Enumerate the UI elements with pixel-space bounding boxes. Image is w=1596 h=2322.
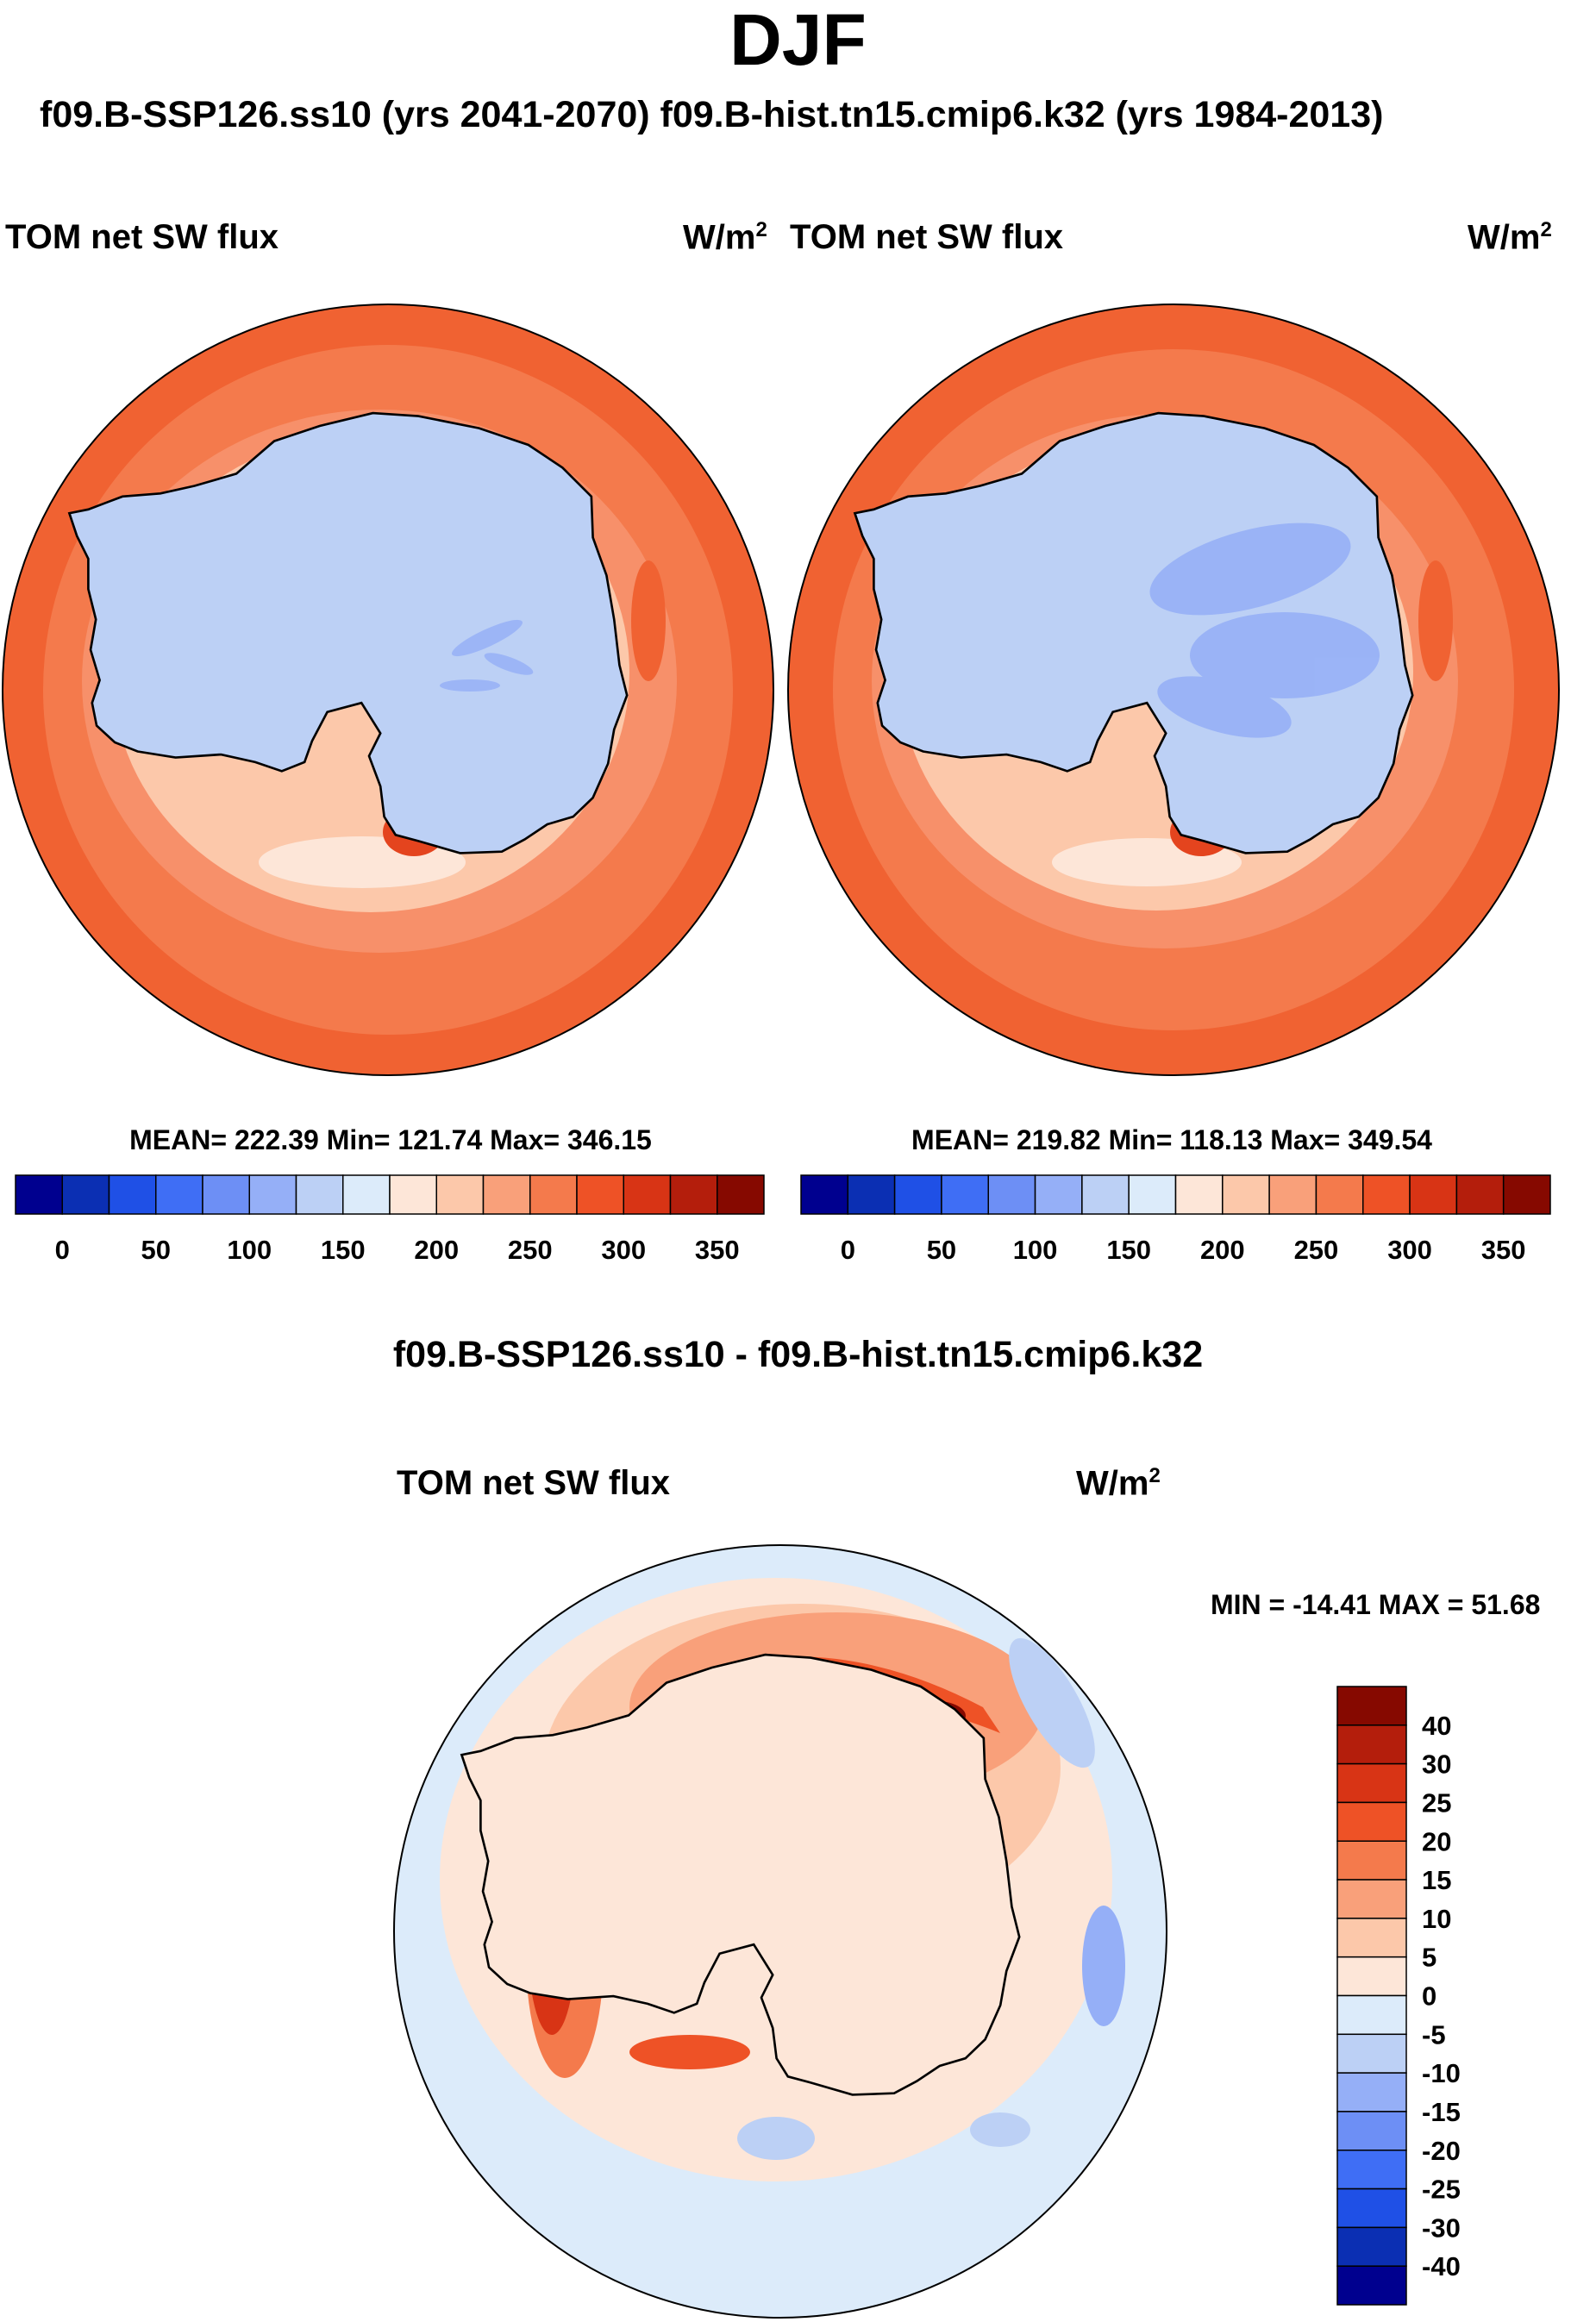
colorbar-tick-label: -10 — [1422, 2058, 1461, 2088]
colorbar-tick-label: -5 — [1422, 2019, 1446, 2050]
colorbar-tick-label: 50 — [141, 1235, 171, 1265]
colorbar-swatch — [847, 1174, 896, 1215]
colorbar-swatch — [1336, 2072, 1407, 2112]
map-ssp126 — [2, 304, 774, 1076]
colorbar-tick-label: 40 — [1422, 1711, 1451, 1741]
colorbar-tick-label: -40 — [1422, 2251, 1461, 2281]
colorbar-swatch — [623, 1174, 672, 1215]
colorbar-swatch — [248, 1174, 297, 1215]
colorbar-tick-label: 10 — [1422, 1904, 1451, 1934]
colorbar-swatch — [1336, 1686, 1407, 1726]
colorbar-swatch — [1336, 1801, 1407, 1842]
colorbar-tick-label: 50 — [927, 1235, 956, 1265]
colorbar-swatch — [1034, 1174, 1083, 1215]
colorbar-swatch — [1222, 1174, 1270, 1215]
colorbar-tick-label: 20 — [1422, 1826, 1451, 1856]
colorbar-swatch — [529, 1174, 578, 1215]
colorbar-tick-label: 250 — [508, 1235, 553, 1265]
colorbar-swatch — [1315, 1174, 1364, 1215]
colorbar-tick-label: -30 — [1422, 2212, 1461, 2243]
colorbar-tick-label: -15 — [1422, 2097, 1461, 2127]
colorbar-difference: 40 30 25 20 15 10 5 0 -5 -10 -15 -20 -25 -30 -40 — [1336, 1686, 1461, 2306]
colorbar-swatch — [941, 1174, 989, 1215]
colorbar-swatch — [1409, 1174, 1458, 1215]
colorbar-swatch — [1362, 1174, 1411, 1215]
colorbar-swatch — [1502, 1174, 1551, 1215]
colorbar-tick-label: 150 — [321, 1235, 366, 1265]
colorbar-swatch — [800, 1174, 849, 1215]
colorbar-swatch — [987, 1174, 1036, 1215]
colorbar-swatch — [202, 1174, 250, 1215]
map-difference — [393, 1544, 1167, 2319]
colorbar-swatch — [1336, 1994, 1407, 2036]
colorbar-swatch — [1336, 1956, 1407, 1997]
colorbar-tick-label: 300 — [601, 1235, 646, 1265]
difference-units-label: W/m2 — [1076, 1464, 1161, 1503]
colorbar-tick-label: 250 — [1294, 1235, 1339, 1265]
colorbar-swatch — [1336, 1918, 1407, 1958]
colorbar-swatch — [1336, 1724, 1407, 1765]
colorbar-tick-label: 5 — [1422, 1943, 1436, 1973]
colorbar-swatch — [576, 1174, 624, 1215]
difference-stats: MIN = -14.41 MAX = 51.68 — [1211, 1589, 1541, 1620]
colorbar-swatch — [717, 1174, 765, 1215]
panel1-variable-label: TOM net SW flux — [5, 218, 279, 256]
colorbar-swatch — [435, 1174, 485, 1215]
colorbar-swatch — [1336, 2265, 1407, 2306]
colorbar-swatch — [61, 1174, 110, 1215]
colorbar-swatch — [1336, 1840, 1407, 1881]
colorbar-swatch — [1174, 1174, 1224, 1215]
colorbar-swatch — [1336, 1879, 1407, 1919]
colorbar-swatch — [1336, 2111, 1407, 2151]
colorbar-historical: 0 50 100 150 200 250 300 350 — [800, 1174, 1551, 1265]
colorbar-swatch — [1336, 2033, 1407, 2074]
colorbar-tick-label: 0 — [55, 1235, 70, 1265]
difference-title: f09.B-SSP126.ss10 - f09.B-hist.tn15.cmip… — [392, 1334, 1204, 1375]
figure-title: DJF — [729, 0, 867, 80]
colorbar-swatch — [1336, 2150, 1407, 2190]
figure-subtitle: f09.B-SSP126.ss10 (yrs 2041-2070) f09.B-… — [40, 94, 1384, 135]
colorbar-tick-label: 15 — [1422, 1865, 1451, 1895]
colorbar-swatch — [1336, 1762, 1407, 1804]
colorbar-ssp126: 0 50 100 150 200 250 300 350 — [15, 1174, 765, 1265]
colorbar-swatch — [893, 1174, 942, 1215]
colorbar-tick-label: 100 — [1013, 1235, 1058, 1265]
colorbar-tick-label: 100 — [227, 1235, 272, 1265]
panel1-stats: MEAN= 222.39 Min= 121.74 Max= 346.15 — [129, 1124, 652, 1155]
colorbar-tick-label: 25 — [1422, 1787, 1451, 1818]
colorbar-tick-label: 300 — [1387, 1235, 1432, 1265]
colorbar-tick-label: 150 — [1106, 1235, 1151, 1265]
panel1-units-label: W/m2 — [683, 218, 767, 257]
colorbar-swatch — [15, 1174, 63, 1215]
colorbar-tick-label: -25 — [1422, 2175, 1461, 2205]
colorbar-swatch — [342, 1174, 391, 1215]
colorbar-swatch — [482, 1174, 531, 1215]
colorbar-tick-label: 350 — [695, 1235, 740, 1265]
colorbar-swatch — [1268, 1174, 1317, 1215]
map-historical — [787, 304, 1560, 1076]
colorbar-swatch — [295, 1174, 344, 1215]
colorbar-tick-label: 0 — [841, 1235, 855, 1265]
colorbar-swatch — [1336, 2226, 1407, 2267]
colorbar-tick-label: 30 — [1422, 1749, 1451, 1780]
colorbar-tick-label: 200 — [1200, 1235, 1245, 1265]
colorbar-swatch — [1128, 1174, 1177, 1215]
colorbar-tick-label: 350 — [1481, 1235, 1526, 1265]
colorbar-swatch — [155, 1174, 203, 1215]
panel2-units-label: W/m2 — [1468, 218, 1552, 257]
panel2-variable-label: TOM net SW flux — [790, 218, 1064, 256]
colorbar-swatch — [1455, 1174, 1505, 1215]
colorbar-tick-label: -20 — [1422, 2136, 1461, 2166]
colorbar-swatch — [669, 1174, 718, 1215]
panel2-stats: MEAN= 219.82 Min= 118.13 Max= 349.54 — [911, 1124, 1432, 1155]
difference-variable-label: TOM net SW flux — [397, 1464, 671, 1502]
colorbar-swatch — [108, 1174, 157, 1215]
colorbar-tick-label: 0 — [1422, 1981, 1436, 2012]
colorbar-swatch — [1336, 2187, 1407, 2229]
colorbar-tick-label: 200 — [414, 1235, 459, 1265]
colorbar-swatch — [389, 1174, 437, 1215]
colorbar-swatch — [1081, 1174, 1130, 1215]
